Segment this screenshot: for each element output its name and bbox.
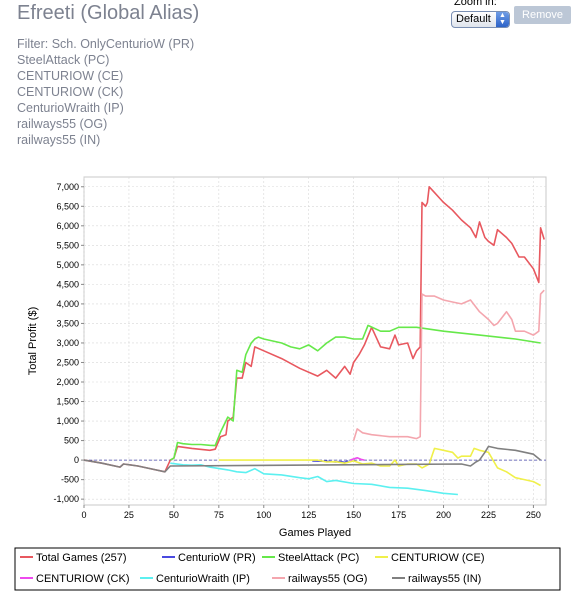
filter-line: railways55 (OG) <box>17 117 108 131</box>
series-line <box>83 186 545 473</box>
y-tick-label: 3,000 <box>56 338 79 348</box>
legend-label: Total Games (257) <box>36 552 126 564</box>
plot-area <box>83 176 547 506</box>
y-tick-label: 0 <box>74 455 79 465</box>
x-tick-label: 75 <box>214 510 224 520</box>
filter-line: CenturioWraith (IP) <box>17 101 124 115</box>
x-tick-label: 50 <box>169 510 179 520</box>
y-tick-label: 1,500 <box>56 397 79 407</box>
filter-list: Filter: Sch. OnlyCenturioW (PR) SteelAtt… <box>17 36 194 148</box>
legend-label: SteelAttack (PC) <box>278 552 359 564</box>
y-tick-label: 4,000 <box>56 299 79 309</box>
remove-button[interactable]: Remove <box>514 6 571 24</box>
legend-label: railways55 (IN) <box>408 573 481 585</box>
select-arrows-icon: ▲ ▼ <box>496 12 509 27</box>
y-tick-label: 1,000 <box>56 416 79 426</box>
x-tick-label: 200 <box>436 510 451 520</box>
legend-box <box>14 547 561 591</box>
legend-label: CENTURIOW (CE) <box>391 552 485 564</box>
series-line <box>218 447 541 487</box>
x-tick-label: 225 <box>481 510 496 520</box>
filter-line: railways55 (IN) <box>17 133 101 147</box>
y-tick-label: 3,500 <box>56 318 79 328</box>
zoom-label: Zoom in: <box>454 0 497 8</box>
y-tick-label: 5,500 <box>56 240 79 250</box>
y-tick-label: 500 <box>64 436 79 446</box>
y-tick-label: 6,000 <box>56 221 79 231</box>
grid-lines <box>83 177 546 505</box>
filter-line: CENTURIOW (CE) <box>17 69 124 83</box>
axes: -1,000-50005001,0001,5002,0002,5003,0003… <box>53 182 540 520</box>
x-tick-label: 250 <box>526 510 541 520</box>
x-tick-label: 100 <box>256 510 271 520</box>
y-tick-label: -1,000 <box>53 494 79 504</box>
y-tick-label: 6,500 <box>56 201 79 211</box>
legend-label: railways55 (OG) <box>288 573 367 585</box>
x-tick-label: 25 <box>124 510 134 520</box>
legend: Total Games (257) CenturioW (PR) SteelAtta… <box>20 552 485 585</box>
legend-label: CENTURIOW (CK) <box>36 573 130 585</box>
y-axis-title: Total Profit ($) <box>27 307 39 375</box>
filter-line: CENTURIOW (CK) <box>17 85 124 99</box>
legend-label: CenturioWraith (IP) <box>156 573 250 585</box>
y-tick-label: 2,500 <box>56 357 79 367</box>
y-tick-label: 7,000 <box>56 182 79 192</box>
y-tick-label: 5,000 <box>56 260 79 270</box>
series-line <box>83 445 542 473</box>
zoom-select[interactable]: Default ▲ ▼ <box>451 11 510 28</box>
y-tick-label: -500 <box>61 475 79 485</box>
legend-label: CenturioW (PR) <box>178 552 256 564</box>
filter-line: Filter: Sch. OnlyCenturioW (PR) <box>17 37 195 51</box>
x-tick-label: 0 <box>81 510 86 520</box>
x-tick-label: 150 <box>346 510 361 520</box>
y-tick-label: 4,500 <box>56 279 79 289</box>
series-line <box>349 456 365 461</box>
x-tick-label: 125 <box>301 510 316 520</box>
y-tick-label: 2,000 <box>56 377 79 387</box>
filter-line: SteelAttack (PC) <box>17 53 110 67</box>
x-axis-title: Games Played <box>279 527 351 539</box>
page-title: Efreeti (Global Alias) <box>17 2 200 24</box>
series-layer <box>83 186 545 496</box>
zoom-select-value: Default <box>456 13 491 25</box>
x-tick-label: 175 <box>391 510 406 520</box>
series-line <box>169 324 541 461</box>
series-line <box>352 289 545 441</box>
